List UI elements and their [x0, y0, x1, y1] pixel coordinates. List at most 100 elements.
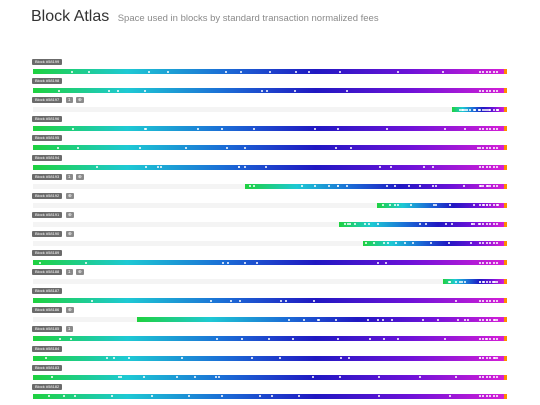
- transaction-marker[interactable]: [478, 166, 481, 168]
- transaction-marker[interactable]: [364, 242, 367, 245]
- block-label[interactable]: Block #58192: [32, 192, 63, 199]
- transaction-marker[interactable]: [44, 357, 47, 359]
- block-row[interactable]: Block #58198: [0, 78, 540, 97]
- transaction-marker[interactable]: [432, 185, 435, 188]
- transaction-marker[interactable]: [209, 299, 212, 302]
- transaction-marker[interactable]: [238, 166, 241, 168]
- transaction-marker[interactable]: [492, 108, 495, 111]
- transaction-marker[interactable]: [157, 166, 160, 168]
- transaction-marker[interactable]: [419, 185, 422, 188]
- transaction-marker[interactable]: [269, 70, 272, 73]
- transaction-marker[interactable]: [492, 395, 495, 398]
- block-row[interactable]: Block #58197 1 ⊕: [0, 97, 540, 116]
- transaction-marker[interactable]: [230, 299, 233, 302]
- transaction-marker[interactable]: [496, 70, 498, 73]
- transaction-marker[interactable]: [454, 280, 457, 283]
- transaction-marker[interactable]: [71, 127, 74, 130]
- transaction-marker[interactable]: [482, 376, 484, 379]
- transaction-marker[interactable]: [74, 395, 77, 398]
- block-chip[interactable]: ⊕: [76, 97, 84, 104]
- transaction-marker[interactable]: [492, 127, 495, 130]
- transaction-marker[interactable]: [485, 318, 488, 321]
- transaction-marker[interactable]: [478, 204, 481, 207]
- transaction-marker[interactable]: [410, 204, 413, 207]
- transaction-marker[interactable]: [492, 242, 495, 245]
- transaction-marker[interactable]: [478, 357, 481, 359]
- transaction-marker[interactable]: [382, 242, 385, 245]
- transaction-marker[interactable]: [492, 261, 495, 264]
- transaction-marker[interactable]: [466, 108, 469, 111]
- transaction-marker[interactable]: [434, 185, 437, 188]
- block-fee-bar[interactable]: [33, 69, 504, 74]
- transaction-marker[interactable]: [464, 108, 467, 111]
- block-fee-bar[interactable]: [33, 126, 504, 132]
- transaction-marker[interactable]: [489, 357, 491, 359]
- transaction-marker[interactable]: [485, 108, 488, 111]
- transaction-marker[interactable]: [386, 185, 389, 188]
- transaction-marker[interactable]: [58, 337, 61, 340]
- transaction-marker[interactable]: [138, 146, 141, 149]
- block-chip[interactable]: ⊕: [66, 211, 74, 218]
- transaction-marker[interactable]: [252, 185, 255, 188]
- transaction-marker[interactable]: [485, 70, 488, 73]
- transaction-marker[interactable]: [291, 337, 294, 340]
- transaction-marker[interactable]: [349, 223, 352, 226]
- transaction-marker[interactable]: [489, 108, 491, 111]
- transaction-marker[interactable]: [492, 223, 495, 226]
- transaction-marker[interactable]: [485, 395, 488, 398]
- transaction-marker[interactable]: [459, 108, 462, 111]
- transaction-marker[interactable]: [144, 127, 147, 130]
- transaction-marker[interactable]: [145, 127, 148, 130]
- block-label[interactable]: Block #58186: [32, 307, 63, 314]
- transaction-marker[interactable]: [394, 185, 396, 188]
- transaction-marker[interactable]: [312, 299, 315, 302]
- block-row[interactable]: Block #58191 ⊕: [0, 211, 540, 231]
- block-fee-bar[interactable]: [362, 240, 504, 246]
- transaction-marker[interactable]: [377, 261, 380, 264]
- transaction-marker[interactable]: [185, 146, 188, 149]
- transaction-marker[interactable]: [151, 395, 154, 398]
- transaction-marker[interactable]: [496, 337, 498, 340]
- transaction-marker[interactable]: [317, 318, 320, 321]
- block-label[interactable]: Block #58187: [32, 288, 63, 295]
- transaction-marker[interactable]: [108, 89, 111, 92]
- transaction-marker[interactable]: [339, 376, 342, 379]
- transaction-marker[interactable]: [389, 166, 392, 168]
- transaction-marker[interactable]: [492, 89, 495, 92]
- transaction-marker[interactable]: [482, 318, 484, 321]
- block-chip[interactable]: 1: [66, 269, 73, 276]
- transaction-marker[interactable]: [483, 108, 486, 111]
- transaction-marker[interactable]: [485, 204, 488, 207]
- transaction-marker[interactable]: [284, 299, 287, 302]
- transaction-marker[interactable]: [468, 108, 471, 111]
- block-label[interactable]: Block #58190: [32, 230, 63, 237]
- transaction-marker[interactable]: [225, 70, 228, 73]
- transaction-marker[interactable]: [433, 204, 436, 207]
- transaction-marker[interactable]: [63, 395, 66, 398]
- block-label[interactable]: Block #58185: [32, 326, 63, 333]
- transaction-marker[interactable]: [492, 70, 495, 73]
- transaction-marker[interactable]: [460, 108, 463, 111]
- block-row[interactable]: Block #58188 1 ⊕: [0, 269, 540, 288]
- transaction-marker[interactable]: [441, 70, 444, 73]
- transaction-marker[interactable]: [489, 204, 491, 207]
- transaction-marker[interactable]: [457, 318, 459, 321]
- transaction-marker[interactable]: [478, 337, 481, 340]
- transaction-marker[interactable]: [382, 337, 385, 340]
- block-chip[interactable]: ⊕: [76, 269, 84, 276]
- transaction-marker[interactable]: [303, 318, 306, 321]
- transaction-marker[interactable]: [492, 376, 495, 379]
- block-chip[interactable]: 1: [66, 326, 73, 333]
- transaction-marker[interactable]: [485, 376, 488, 379]
- block-fee-bar[interactable]: [33, 393, 504, 399]
- block-chip[interactable]: ⊕: [66, 307, 74, 314]
- transaction-marker[interactable]: [482, 337, 484, 340]
- transaction-marker[interactable]: [38, 261, 41, 264]
- transaction-marker[interactable]: [489, 166, 491, 168]
- transaction-marker[interactable]: [423, 166, 426, 168]
- transaction-marker[interactable]: [489, 146, 491, 149]
- transaction-marker[interactable]: [243, 146, 246, 149]
- transaction-marker[interactable]: [434, 204, 437, 207]
- transaction-marker[interactable]: [496, 280, 498, 283]
- transaction-marker[interactable]: [485, 357, 488, 359]
